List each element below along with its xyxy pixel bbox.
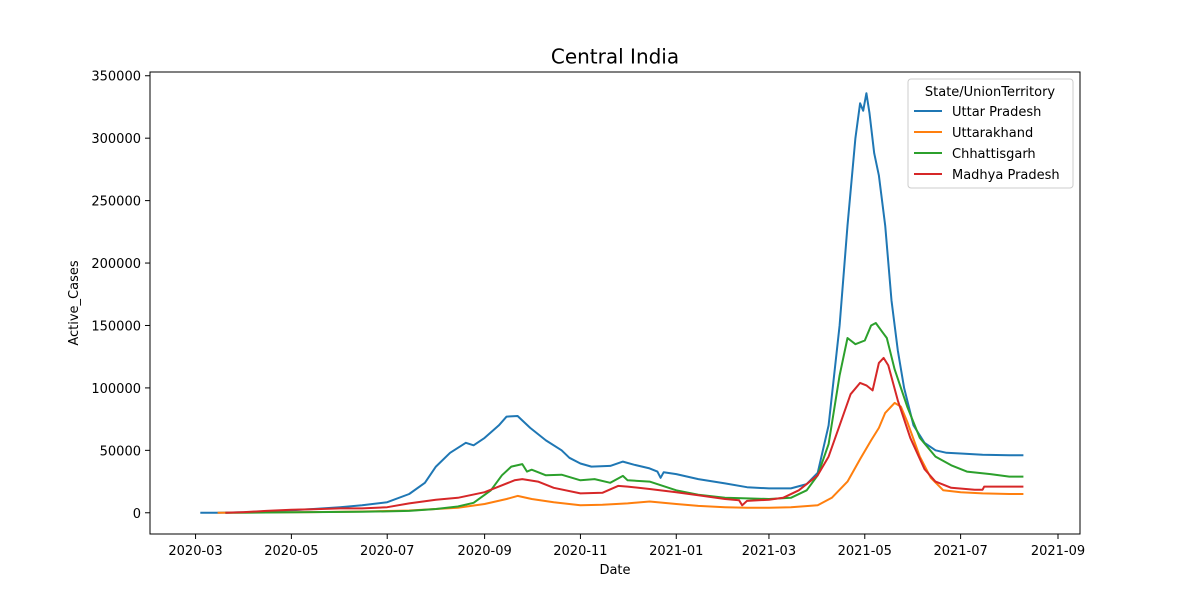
y-tick-label: 300000 [91, 132, 141, 147]
series-line-madhya-pradesh [225, 356, 1024, 514]
legend-entry-label: Chhattisgarh [952, 147, 1036, 162]
x-tick-label: 2021-09 [1031, 544, 1085, 559]
x-tick-label: 2020-03 [168, 544, 222, 559]
y-tick-label: 100000 [91, 382, 141, 397]
y-tick-label: 250000 [91, 195, 141, 210]
series-line-uttarakhand [217, 401, 1024, 514]
plot-area-frame [149, 71, 1081, 535]
y-tick-label: 50000 [100, 444, 141, 459]
legend-entry-label: Uttarakhand [952, 126, 1033, 141]
y-tick-label: 150000 [91, 319, 141, 334]
y-tick-label: 0 [133, 507, 141, 522]
legend-title: State/UnionTerritory [925, 85, 1056, 100]
y-axis-label: Active_Cases [67, 260, 82, 346]
y-axis-ticks: 0 50000 100000 150000 200000 250000 300000 3500… [91, 70, 150, 522]
legend-entry-label: Uttar Pradesh [952, 105, 1041, 120]
legend: State/UnionTerritory Uttar Pradesh Uttara… [907, 78, 1074, 189]
x-tick-label: 2021-05 [838, 544, 892, 559]
x-axis-label: Date [599, 563, 630, 578]
x-tick-label: 2021-03 [742, 544, 796, 559]
legend-items: Uttar Pradesh Uttarakhand Chhattisgarh Madh… [914, 105, 1060, 183]
y-tick-label: 200000 [91, 257, 141, 272]
x-tick-label: 2020-05 [264, 544, 318, 559]
x-tick-label: 2021-07 [933, 544, 987, 559]
x-tick-label: 2021-01 [649, 544, 703, 559]
legend-entry-label: Madhya Pradesh [952, 168, 1060, 183]
x-tick-label: 2020-07 [360, 544, 414, 559]
x-axis-ticks: 2020-03 2020-05 2020-07 2020-09 2020-11 2021-… [168, 534, 1085, 559]
chart-title: Central India [551, 45, 679, 69]
x-tick-label: 2020-09 [457, 544, 511, 559]
series-layer [200, 92, 1024, 514]
x-tick-label: 2020-11 [553, 544, 607, 559]
series-line-uttar-pradesh [200, 92, 1024, 514]
legend-box [907, 78, 1074, 189]
y-tick-label: 350000 [91, 70, 141, 85]
